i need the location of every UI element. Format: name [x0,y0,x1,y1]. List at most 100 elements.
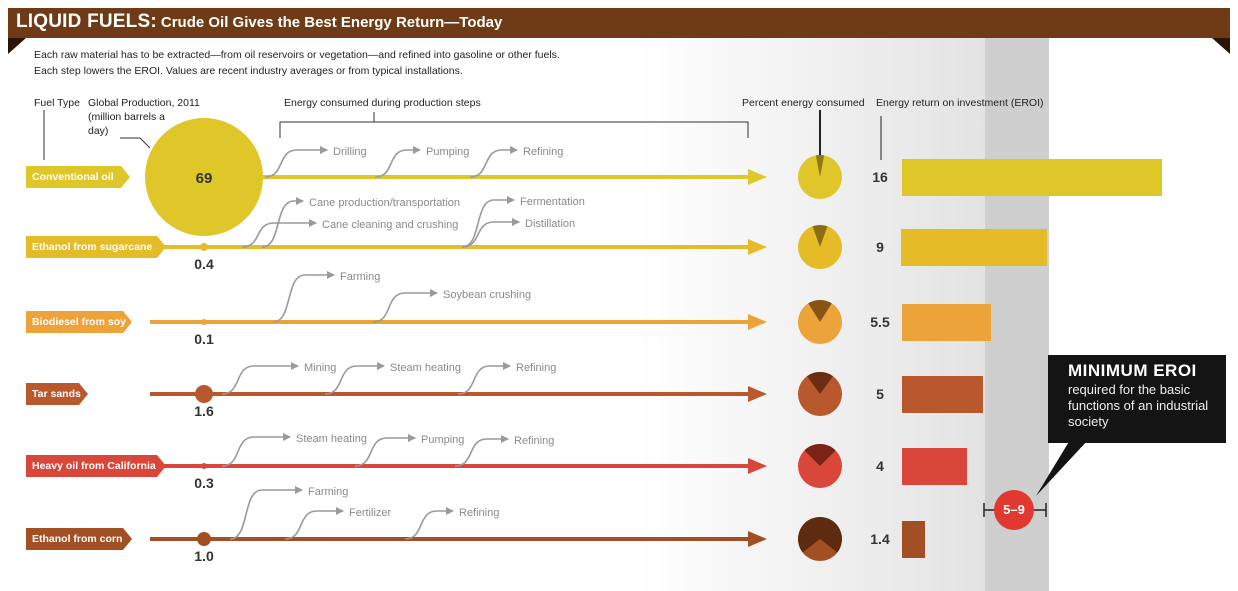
eroi-bar [902,304,991,341]
step-arrow [284,507,344,540]
eroi-bar [902,159,1162,196]
fuel-type-label: Tar sands [26,383,88,405]
step-label: Pumping [426,146,469,158]
step-label: Cane cleaning and crushing [322,219,458,231]
production-circle [200,243,208,251]
step-label: Refining [523,146,563,158]
intro-line-2: Each step lowers the EROI. Values are re… [34,65,463,77]
header-percent: Percent energy consumed [742,97,865,109]
production-value: 69 [196,170,213,187]
title-sub: Crude Oil Gives the Best Energy Return—T… [160,14,503,31]
min-eroi-pointer [1036,440,1088,496]
production-value: 0.1 [194,331,214,347]
production-connector [120,137,151,149]
step-arrow [404,507,454,540]
fuel-flow-arrowhead [748,314,767,330]
fuel-flow-arrowhead [748,239,767,255]
step-arrow [221,362,299,395]
step-label: Farming [340,271,380,283]
header-steps: Energy consumed during production steps [284,97,481,109]
production-circle [201,463,207,469]
eroi-bar [901,229,1047,266]
step-label: Farming [308,486,348,498]
step-label: Distillation [525,218,575,230]
page-title: LIQUID FUELS: Crude Oil Gives the Best En… [16,11,502,33]
intro-line-1: Each raw material has to be extracted—fr… [34,49,560,61]
eroi-value: 5 [876,386,884,402]
step-label: Drilling [333,146,367,158]
fuel-type-label: Heavy oil from California [26,455,166,477]
step-label: Cane production/transportation [309,197,460,209]
header-fuel-type: Fuel Type [34,97,80,109]
production-circle [195,385,213,403]
step-label: Fermentation [520,196,585,208]
step-label: Refining [514,435,554,447]
production-circle [197,532,211,546]
production-value: 0.4 [194,256,214,272]
fuel-type-label: Conventional oil [26,166,130,188]
production-value: 0.3 [194,475,214,491]
step-arrow [374,146,421,178]
title-main: LIQUID FUELS: [16,11,157,32]
minimum-eroi-title: MINIMUM EROI [1068,361,1197,380]
step-arrow [469,146,518,178]
fuel-type-label: Biodiesel from soy [26,311,132,333]
step-label: Fertilizer [349,507,392,519]
percent-pie-wedge [815,155,825,177]
step-arrow [324,362,385,395]
step-label: Refining [459,507,499,519]
percent-pie-wedge [798,517,843,553]
step-label: Steam heating [390,362,461,374]
step-label: Mining [304,362,336,374]
step-label: Refining [516,362,556,374]
percent-pie-wedge [807,372,833,394]
step-arrow [372,289,438,323]
fuel-type-label: Ethanol from sugarcane [26,236,166,258]
percent-pie-wedge [812,225,828,247]
eroi-value: 9 [876,239,884,255]
fuel-type-label: Ethanol from corn [26,528,132,550]
banner-fold-left [8,38,26,54]
step-arrow [272,271,335,323]
header-production: Global Production, 2011 [88,97,200,109]
eroi-bar [902,448,967,485]
production-value: 1.6 [194,403,214,419]
fuel-flow-arrowhead [748,386,767,402]
fuel-flow-arrowhead [748,458,767,474]
step-arrow [454,435,509,467]
step-arrow [261,197,304,248]
minimum-eroi-description: required for the basic functions of an i… [1068,382,1209,429]
eroi-value: 1.4 [870,531,890,547]
eroi-value: 16 [872,169,888,185]
steps-bracket [279,112,749,138]
production-value: 1.0 [194,548,214,564]
production-circle [201,319,207,325]
header-eroi: Energy return on investment (EROI) [876,97,1044,109]
minimum-eroi-callout: MINIMUM EROI required for the basic func… [1048,355,1226,443]
step-arrow [221,433,291,467]
percent-pie-wedge [808,299,832,322]
step-arrow [229,486,303,540]
fuel-flow-arrowhead [748,531,767,547]
step-arrow [241,219,317,248]
production-circle [145,118,263,236]
percent-pie-wedge [804,443,836,466]
eroi-value: 4 [876,458,884,474]
step-arrow [264,146,328,178]
step-label: Steam heating [296,433,367,445]
step-label: Pumping [421,434,464,446]
step-arrow [354,434,416,467]
minimum-eroi-range: 5–9 [994,490,1034,530]
eroi-bar [902,521,925,558]
banner-fold-right [1212,38,1230,54]
header-production-unit: (million barrels a day) [88,111,166,137]
title-banner [8,8,1230,38]
step-arrow [457,362,511,395]
step-arrow [461,196,515,248]
eroi-value: 5.5 [870,314,890,330]
step-arrow [461,218,520,248]
fuel-flow-arrowhead [748,169,767,185]
step-label: Soybean crushing [443,289,531,301]
